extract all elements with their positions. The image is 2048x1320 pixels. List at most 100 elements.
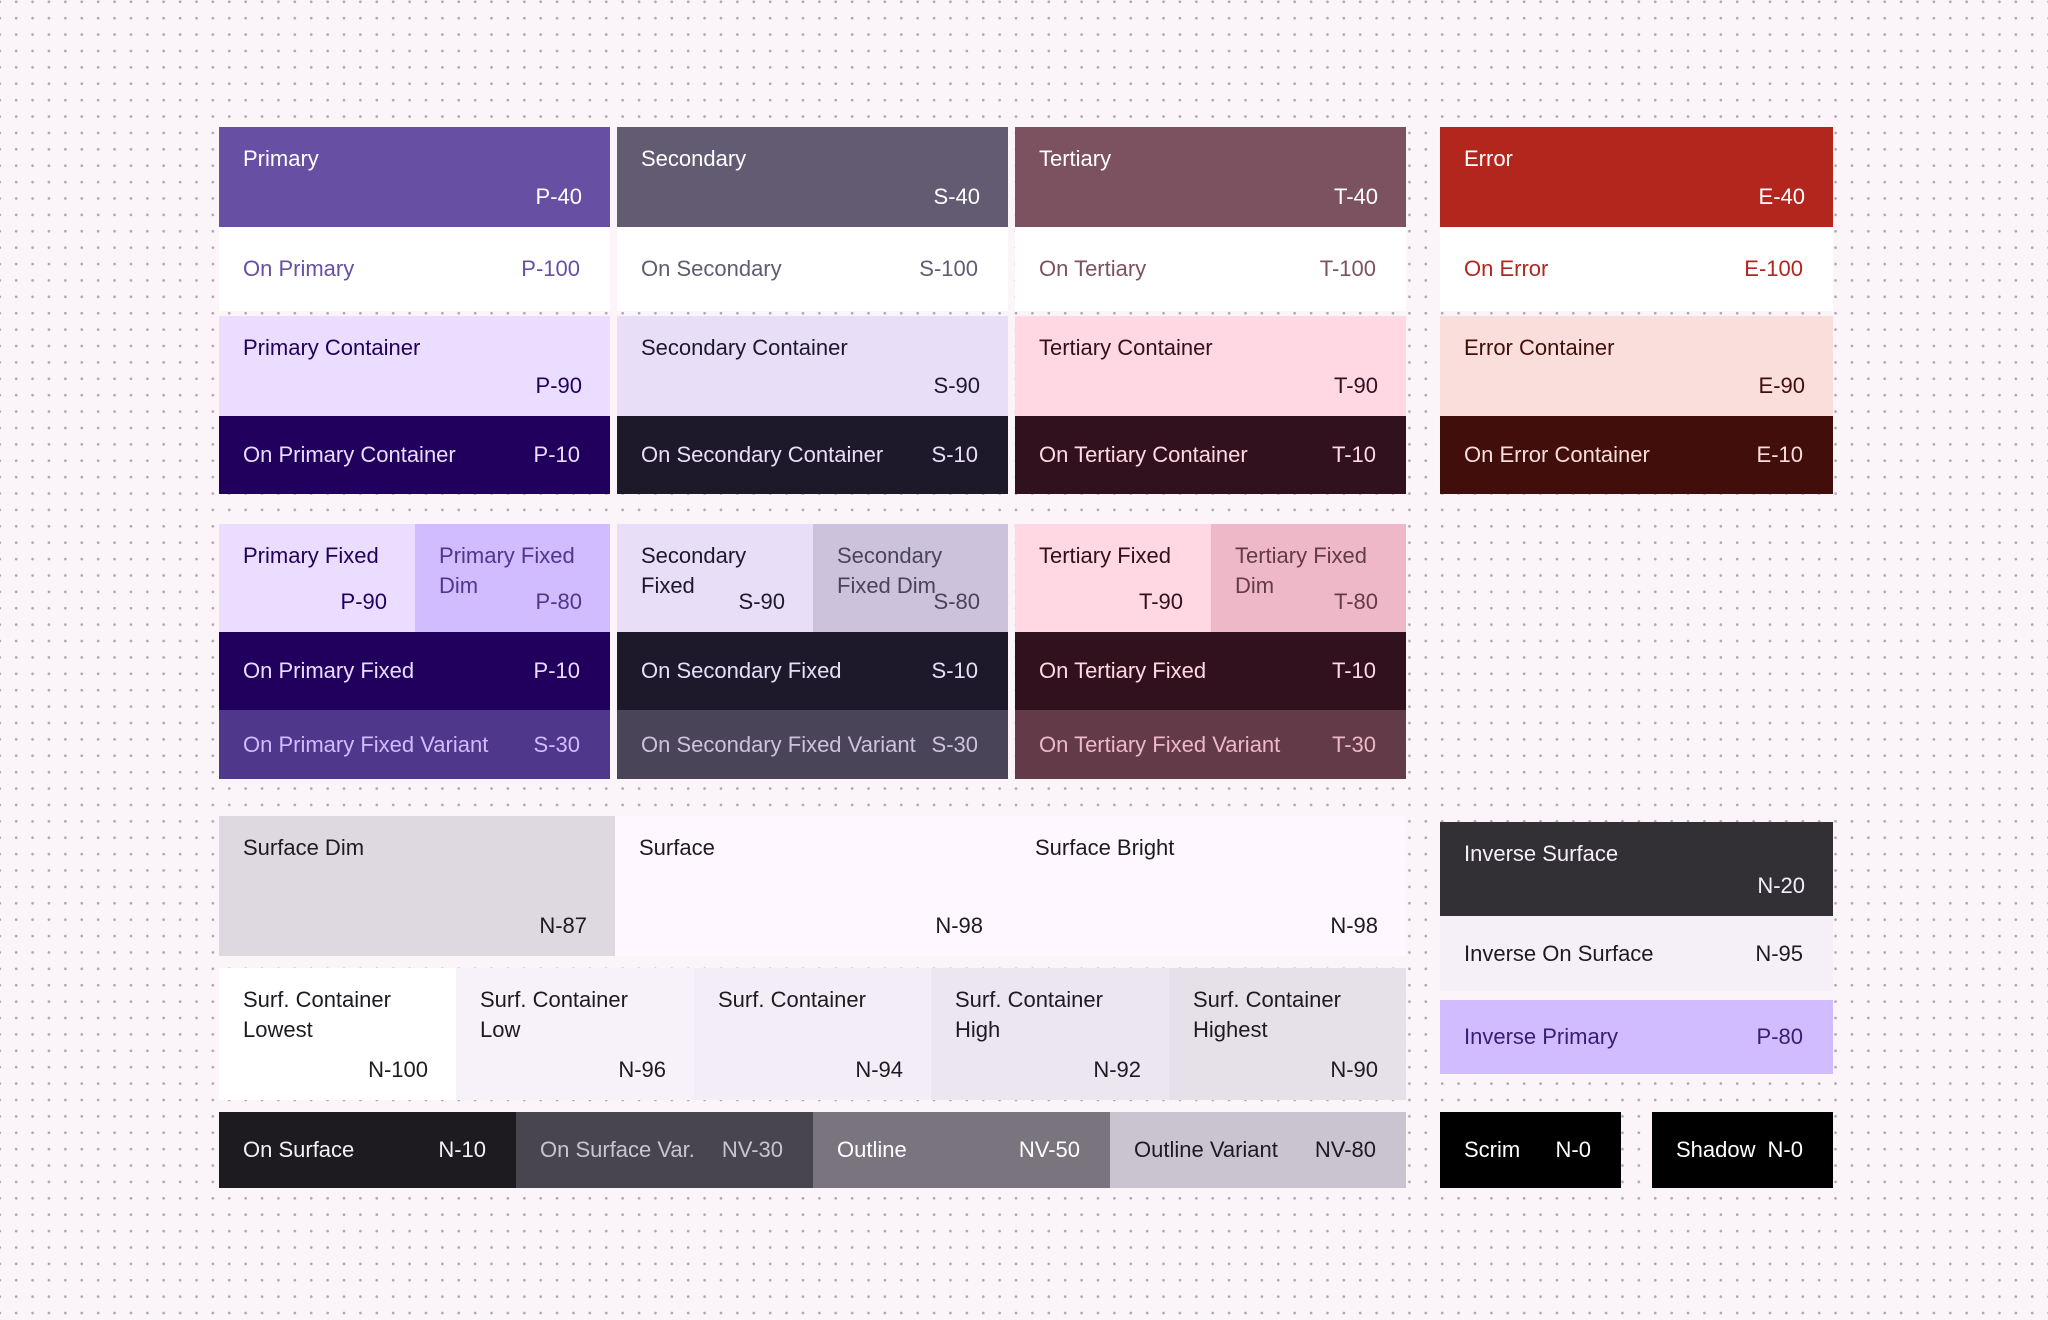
swatch-label: Surf. Container Low <box>480 987 628 1042</box>
swatch-label: Tertiary Fixed <box>1039 543 1172 568</box>
swatch-scrim: Scrim N-0 <box>1440 1112 1621 1188</box>
swatch-label: On Primary Fixed <box>243 658 415 683</box>
swatch-code: N-98 <box>935 913 983 938</box>
swatch-code: N-0 <box>1555 1137 1591 1162</box>
swatch-code: T-90 <box>1333 373 1378 398</box>
swatch-label: Shadow <box>1676 1137 1756 1162</box>
swatch-primary-fixed: Primary Fixed P-90 <box>219 524 415 632</box>
swatch-inverse-primary: Inverse Primary P-80 <box>1440 1000 1833 1074</box>
swatch-primary: Primary P-40 <box>219 127 610 227</box>
swatch-tertiary-fixed-dim: Tertiary Fixed Dim T-80 <box>1211 524 1406 632</box>
swatch-code: T-10 <box>1331 442 1376 467</box>
swatch-label: Tertiary <box>1039 146 1112 171</box>
swatch-code: N-98 <box>1330 913 1378 938</box>
swatch-on-primary-container: On Primary Container P-10 <box>219 416 610 494</box>
swatch-label: Outline <box>837 1137 907 1162</box>
swatch-label: Tertiary Container <box>1039 335 1213 360</box>
swatch-code: S-30 <box>931 731 978 757</box>
swatch-label: Surface Bright <box>1035 835 1175 860</box>
swatch-error: Error E-40 <box>1440 127 1833 227</box>
swatch-label: On Primary Fixed Variant <box>243 731 489 757</box>
swatch-label: On Secondary Fixed <box>641 658 842 683</box>
swatch-code: S-80 <box>933 589 980 614</box>
swatch-label: Surface <box>639 835 715 860</box>
swatch-on-tertiary-container: On Tertiary Container T-10 <box>1015 416 1406 494</box>
swatch-label: Tertiary Fixed Dim <box>1235 543 1368 598</box>
swatch-on-surface-variant: On Surface Var. NV-30 <box>516 1112 813 1188</box>
swatch-label: Surface Dim <box>243 835 365 860</box>
swatch-surface-container: Surf. Container N-94 <box>694 968 931 1100</box>
swatch-code: T-90 <box>1138 589 1183 614</box>
swatch-on-secondary-container: On Secondary Container S-10 <box>617 416 1008 494</box>
swatch-label: Primary <box>243 146 319 171</box>
swatch-code: T-100 <box>1319 256 1376 281</box>
swatch-code: E-100 <box>1744 256 1803 281</box>
swatch-surface-bright: Surface Bright N-98 <box>1011 816 1406 956</box>
swatch-label: Inverse On Surface <box>1464 940 1654 966</box>
swatch-code: N-10 <box>438 1137 486 1162</box>
swatch-label: Surf. Container Highest <box>1193 987 1341 1042</box>
swatch-on-secondary-fixed: On Secondary Fixed S-10 <box>617 632 1008 710</box>
swatch-primary-fixed-dim: Primary Fixed Dim P-80 <box>415 524 610 632</box>
swatch-label: Primary Fixed <box>243 543 379 568</box>
swatch-code: T-80 <box>1333 589 1378 614</box>
swatch-on-surface: On Surface N-10 <box>219 1112 516 1188</box>
swatch-surface-container-highest: Surf. Container Highest N-90 <box>1169 968 1406 1100</box>
swatch-label: On Secondary Fixed Variant <box>641 731 916 757</box>
swatch-label: On Error <box>1464 256 1549 281</box>
swatch-code: NV-80 <box>1314 1137 1376 1162</box>
swatch-on-tertiary: On Tertiary T-100 <box>1015 227 1406 311</box>
swatch-secondary-container: Secondary Container S-90 <box>617 316 1008 416</box>
swatch-code: E-40 <box>1758 184 1805 209</box>
swatch-label: Error <box>1464 146 1513 171</box>
swatch-tertiary-container: Tertiary Container T-90 <box>1015 316 1406 416</box>
swatch-on-secondary-fixed-variant: On Secondary Fixed Variant S-30 <box>617 710 1008 779</box>
swatch-label: Error Container <box>1464 335 1615 360</box>
swatch-code: P-90 <box>340 589 387 614</box>
swatch-secondary-fixed-dim: Secondary Fixed Dim S-80 <box>813 524 1008 632</box>
swatch-code: T-10 <box>1331 658 1376 683</box>
swatch-surface-container-lowest: Surf. Container Lowest N-100 <box>219 968 456 1100</box>
swatch-outline-variant: Outline Variant NV-80 <box>1110 1112 1406 1188</box>
swatch-label: On Primary Container <box>243 442 456 467</box>
swatch-label: Surf. Container High <box>955 987 1103 1042</box>
swatch-code: N-0 <box>1767 1137 1803 1162</box>
swatch-inverse-surface: Inverse Surface N-20 <box>1440 822 1833 916</box>
swatch-label: Secondary Fixed <box>641 543 747 598</box>
swatch-on-primary-fixed: On Primary Fixed P-10 <box>219 632 610 710</box>
swatch-code: N-20 <box>1757 873 1805 898</box>
swatch-on-tertiary-fixed-variant: On Tertiary Fixed Variant T-30 <box>1015 710 1406 779</box>
swatch-label: Scrim <box>1464 1137 1521 1162</box>
swatch-code: S-90 <box>738 589 785 614</box>
swatch-on-tertiary-fixed: On Tertiary Fixed T-10 <box>1015 632 1406 710</box>
swatch-label: Inverse Surface <box>1464 841 1619 866</box>
swatch-on-secondary: On Secondary S-100 <box>617 227 1008 311</box>
swatch-code: NV-50 <box>1018 1137 1080 1162</box>
swatch-shadow: Shadow N-0 <box>1652 1112 1833 1188</box>
swatch-code: N-90 <box>1330 1057 1378 1082</box>
swatch-label: On Secondary <box>641 256 782 281</box>
swatch-code: P-10 <box>533 658 580 683</box>
swatch-code: S-30 <box>533 731 580 757</box>
swatch-surface-container-low: Surf. Container Low N-96 <box>456 968 694 1100</box>
swatch-label: Secondary <box>641 146 747 171</box>
swatch-code: P-80 <box>535 589 582 614</box>
swatch-code: N-94 <box>855 1057 903 1082</box>
swatch-label: On Surface Var. <box>540 1137 695 1162</box>
swatch-code: P-100 <box>521 256 580 281</box>
swatch-code: P-90 <box>535 373 582 398</box>
swatch-surface-container-high: Surf. Container High N-92 <box>931 968 1169 1100</box>
swatch-primary-container: Primary Container P-90 <box>219 316 610 416</box>
swatch-code: E-10 <box>1756 442 1803 467</box>
swatch-inverse-on-surface: Inverse On Surface N-95 <box>1440 916 1833 991</box>
swatch-label: On Primary <box>243 256 355 281</box>
swatch-code: T-40 <box>1333 184 1378 209</box>
swatch-label: Outline Variant <box>1134 1137 1278 1162</box>
swatch-code: S-100 <box>919 256 978 281</box>
swatch-on-error-container: On Error Container E-10 <box>1440 416 1833 494</box>
swatch-code: S-10 <box>931 442 978 467</box>
swatch-outline: Outline NV-50 <box>813 1112 1110 1188</box>
swatch-label: On Surface <box>243 1137 355 1162</box>
swatch-tertiary-fixed: Tertiary Fixed T-90 <box>1015 524 1211 632</box>
